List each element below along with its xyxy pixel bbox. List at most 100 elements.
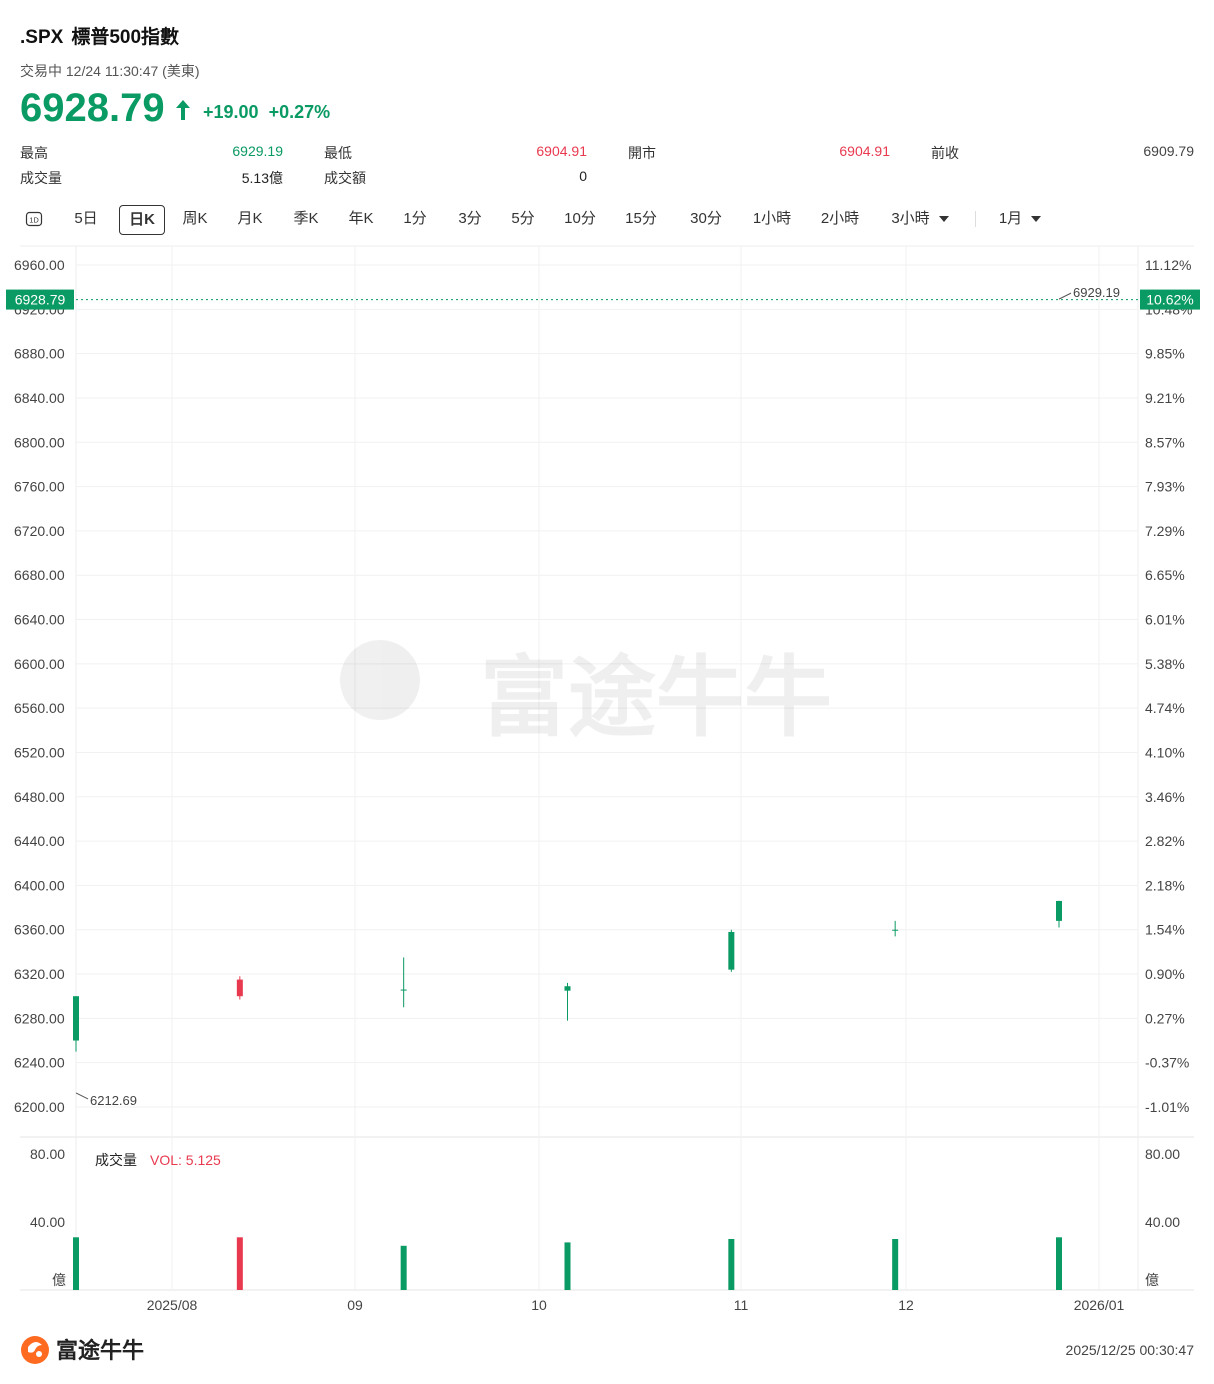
tab-2[interactable]: 周K: [182, 210, 208, 227]
pct-tick-label: 7.93%: [1145, 479, 1185, 495]
vol-value-label: VOL: 5.125: [150, 1152, 221, 1168]
y-tick-label: 6720.00: [14, 523, 65, 539]
tab-1[interactable]: 日K: [119, 205, 165, 235]
current-pct-label: 10.62%: [1146, 292, 1193, 308]
high-label: 6929.19: [1073, 285, 1120, 300]
y-tick-label: 6960.00: [14, 257, 65, 273]
x-tick-label: 2026/01: [1074, 1297, 1125, 1313]
x-tick-label: 2025/08: [147, 1297, 198, 1313]
pct-tag: [1140, 289, 1200, 310]
pct-tick-label: -0.37%: [1145, 1055, 1189, 1071]
symbol: .SPX: [20, 27, 64, 48]
volume-bar: [892, 1239, 899, 1290]
brand-name: 富途牛牛: [56, 1338, 144, 1363]
watermark-text: 富途牛牛: [480, 648, 832, 747]
last-price: 6928.79: [20, 86, 165, 130]
tab-11[interactable]: 30分: [690, 210, 722, 227]
y-tick-label: 6880.00: [14, 346, 65, 362]
candle-body: [236, 979, 243, 997]
price-change: +19.00 +0.27%: [203, 102, 330, 123]
volume-bar: [236, 1237, 243, 1290]
y-tick-label: 6680.00: [14, 567, 65, 583]
tab-10[interactable]: 15分: [625, 210, 657, 227]
y-tick-label: 6800.00: [14, 434, 65, 450]
y-tick-label: 6840.00: [14, 390, 65, 406]
vol-unit-label: 億: [52, 1272, 66, 1288]
stat-value: 6929.19: [232, 143, 283, 159]
tab-13[interactable]: 2小時: [820, 210, 860, 227]
tab-8[interactable]: 5分: [511, 210, 535, 227]
brand-logo: 富途牛牛: [20, 1332, 170, 1373]
y-tick-label: 6240.00: [14, 1055, 65, 1071]
calendar-1d-icon[interactable]: 1D: [24, 205, 44, 233]
x-tick-label: 11: [734, 1297, 749, 1313]
high-callout-line: [1058, 292, 1072, 300]
tab-divider: [975, 211, 976, 227]
x-tick-label: 09: [347, 1297, 363, 1313]
change-value: +19.00: [203, 102, 259, 122]
chevron-down-icon: [938, 216, 949, 223]
pct-tick-label: 8.57%: [1145, 434, 1185, 450]
pct-tick-label: 3.46%: [1145, 789, 1185, 805]
pct-tick-label: 4.74%: [1145, 700, 1185, 716]
vol-tick-label-right: 40.00: [1145, 1214, 1180, 1230]
tab-6[interactable]: 1分: [403, 210, 427, 227]
stat-label: 開市: [628, 145, 656, 161]
stats-panel: 最高 6929.19 最低 6904.91 開市 6904.91 前收 6909.79 成交量 5…: [0, 0, 1214, 200]
y-tick-label: 6520.00: [14, 744, 65, 760]
vol-tick-label: 80.00: [30, 1146, 65, 1162]
tab-5[interactable]: 年K: [348, 210, 374, 227]
current-price-label: 6928.79: [15, 292, 66, 308]
stat-value: 6904.91: [839, 143, 890, 159]
low-callout-line: [75, 1092, 89, 1100]
candle-body: [728, 931, 735, 970]
period-tabs: 1D 5日 日K 周K 月K 季K 年K 1分 3分 5分 10分 15分 30分 1小時 2小時 3小時 1月: [20, 205, 1194, 235]
change-percent: +0.27%: [268, 102, 331, 122]
candle-body: [564, 986, 571, 991]
tab-4[interactable]: 季K: [293, 210, 319, 227]
y-tick-label: 6280.00: [14, 1010, 65, 1026]
pct-tick-label: 4.10%: [1145, 744, 1185, 760]
volume-bar: [1056, 1237, 1062, 1290]
tab-15[interactable]: 1月: [990, 205, 1050, 233]
y-tick-label: 6360.00: [14, 922, 65, 938]
low-label: 6212.69: [90, 1093, 137, 1108]
y-tick-label: 6400.00: [14, 877, 65, 893]
volume-bar: [728, 1239, 735, 1290]
footer-timestamp: 2025/12/25 00:30:47: [1065, 1342, 1194, 1358]
stat-value: 6909.79: [1143, 143, 1194, 159]
candle-body: [400, 989, 407, 991]
stat-label: 成交量: [20, 170, 62, 186]
price-tag: [6, 289, 74, 310]
tab-9[interactable]: 10分: [564, 210, 596, 227]
tab-7[interactable]: 3分: [458, 210, 482, 227]
stat-value: 6904.91: [536, 143, 587, 159]
vol-panel-title: 成交量: [95, 1152, 137, 1168]
pct-tick-label: 0.27%: [1145, 1010, 1185, 1026]
pct-tick-label: 1.54%: [1145, 922, 1185, 938]
y-tick-label: 6200.00: [14, 1099, 65, 1115]
candle-body: [73, 996, 79, 1041]
pct-tick-label: 2.82%: [1145, 833, 1185, 849]
volume-bar: [73, 1237, 79, 1290]
pct-tick-label: 7.29%: [1145, 523, 1185, 539]
pct-tick-label: 5.38%: [1145, 656, 1185, 672]
vol-tick-label-right: 80.00: [1145, 1146, 1180, 1162]
vol-unit-label-right: 億: [1145, 1272, 1159, 1288]
watermark: 富途牛牛: [340, 640, 832, 747]
stat-label: 最低: [324, 145, 352, 161]
candlestick-chart: 6960.0011.12%6920.0010.48%6880.009.85%68…: [6, 245, 1200, 1313]
svg-text:1D: 1D: [29, 216, 39, 225]
vol-tick-label: 40.00: [30, 1214, 65, 1230]
index-name: 標普500指數: [71, 27, 180, 48]
volume-bar: [400, 1245, 407, 1290]
tab-12[interactable]: 1小時: [752, 210, 792, 227]
pct-tick-label: 2.18%: [1145, 877, 1185, 893]
pct-tick-label: 0.90%: [1145, 966, 1185, 982]
tab-14[interactable]: 3小時: [880, 205, 960, 233]
stat-label: 前收: [931, 145, 959, 161]
page-title: .SPX 標普500指數: [20, 22, 179, 49]
tab-3[interactable]: 月K: [237, 210, 263, 227]
candle-body: [1056, 900, 1062, 921]
tab-0[interactable]: 5日: [74, 210, 98, 227]
